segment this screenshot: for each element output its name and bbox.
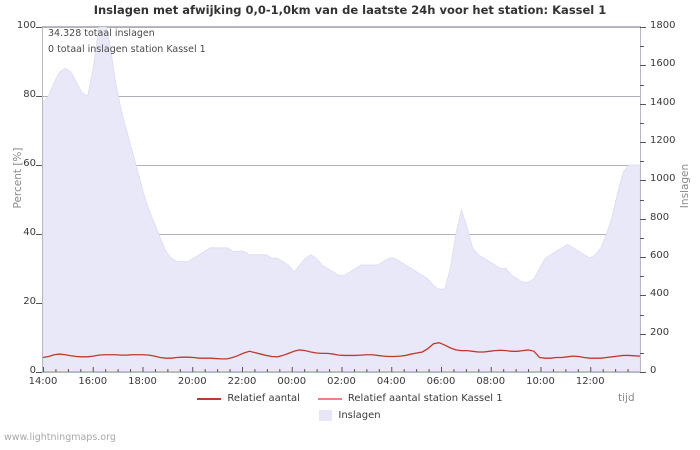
y-minor-tick-mark-right	[640, 315, 644, 316]
y-tick-left-60: 60	[23, 158, 36, 169]
y-minor-tick-mark-right	[640, 123, 644, 124]
y-tick-mark-left	[36, 303, 42, 304]
y-minor-tick-mark-right	[640, 353, 644, 354]
x-tick-00-00: 00:00	[277, 376, 307, 387]
x-tick-06-00: 06:00	[426, 376, 456, 387]
y-tick-mark-left	[36, 96, 42, 97]
legend-label: Relatief aantal station Kassel 1	[347, 393, 503, 404]
y-minor-tick-mark-right	[640, 161, 644, 162]
x-tick-14-00: 14:00	[28, 376, 58, 387]
y-tick-mark-right	[640, 295, 646, 296]
y-tick-mark-left	[36, 372, 42, 373]
y-tick-mark-left	[36, 165, 42, 166]
x-tick-16-00: 16:00	[78, 376, 108, 387]
y-axis-label-left: Percent [%]	[12, 147, 24, 209]
annotation-total-strikes: 34.328 totaal inslagen	[48, 28, 155, 39]
y-minor-tick-mark-right	[640, 276, 644, 277]
y-tick-right-200: 200	[650, 326, 670, 338]
x-tick-10-00: 10:00	[526, 376, 555, 387]
annotation-station-strikes: 0 totaal inslagen station Kassel 1	[48, 44, 206, 55]
y-tick-mark-right	[640, 219, 646, 220]
watermark: www.lightningmaps.org	[4, 432, 116, 443]
y-tick-left-40: 40	[23, 227, 36, 238]
y-tick-mark-right	[640, 257, 646, 258]
y-tick-right-1200: 1200	[650, 135, 676, 146]
x-tick-18-00: 18:00	[128, 376, 157, 387]
y-minor-tick-mark-right	[640, 238, 644, 239]
y-tick-mark-right	[640, 372, 646, 373]
legend-item-0[interactable]: Relatief aantal	[197, 393, 300, 404]
y-tick-left-20: 20	[23, 296, 36, 307]
y-axis-label-right: Inslagen	[679, 163, 691, 209]
x-tick-04-00: 04:00	[376, 376, 406, 387]
y-tick-right-1800: 1800	[650, 20, 676, 31]
y-tick-right-1400: 1400	[650, 96, 676, 108]
y-tick-right-1000: 1000	[650, 173, 676, 185]
legend: Relatief aantal Relatief aantal station K…	[0, 390, 700, 424]
y-tick-right-800: 800	[650, 211, 670, 223]
y-tick-left-80: 80	[23, 89, 36, 100]
y-minor-tick-mark-right	[640, 46, 644, 47]
y-tick-mark-right	[640, 27, 646, 28]
legend-line-icon	[197, 397, 222, 400]
x-tick-12-00: 12:00	[575, 376, 605, 387]
legend-label: Relatief aantal	[227, 393, 300, 404]
y-tick-mark-left	[36, 234, 42, 235]
y-tick-mark-right	[640, 104, 646, 105]
legend-line-icon	[317, 397, 342, 400]
y-tick-left-100: 100	[16, 20, 36, 31]
legend-item-1[interactable]: Relatief aantal station Kassel 1	[317, 393, 503, 404]
y-minor-tick-mark-right	[640, 200, 644, 201]
y-tick-right-400: 400	[650, 288, 670, 300]
x-axis-label: tijd	[618, 392, 635, 404]
x-tick-02-00: 02:00	[327, 376, 356, 387]
plot-svg	[43, 27, 640, 372]
legend-swatch-icon	[319, 410, 333, 421]
plot-area	[42, 26, 641, 373]
y-tick-mark-right	[640, 334, 646, 335]
y-tick-mark-right	[640, 142, 646, 143]
y-tick-left-0: 0	[29, 365, 36, 376]
y-tick-right-600: 600	[650, 250, 670, 261]
x-tick-08-00: 08:00	[476, 376, 506, 387]
y-tick-mark-right	[640, 180, 646, 181]
y-tick-mark-left	[36, 27, 42, 28]
y-tick-mark-right	[640, 65, 646, 66]
legend-label: Inslagen	[338, 410, 381, 421]
y-minor-tick-mark-right	[640, 85, 644, 86]
x-tick-22-00: 22:00	[227, 376, 257, 387]
x-tick-20-00: 20:00	[177, 376, 207, 387]
legend-item-2[interactable]: Inslagen	[319, 410, 381, 421]
page-title: Inslagen met afwijking 0,0-1,0km van de …	[93, 3, 607, 17]
y-tick-right-0: 0	[650, 365, 657, 376]
y-tick-right-1600: 1600	[650, 58, 676, 70]
